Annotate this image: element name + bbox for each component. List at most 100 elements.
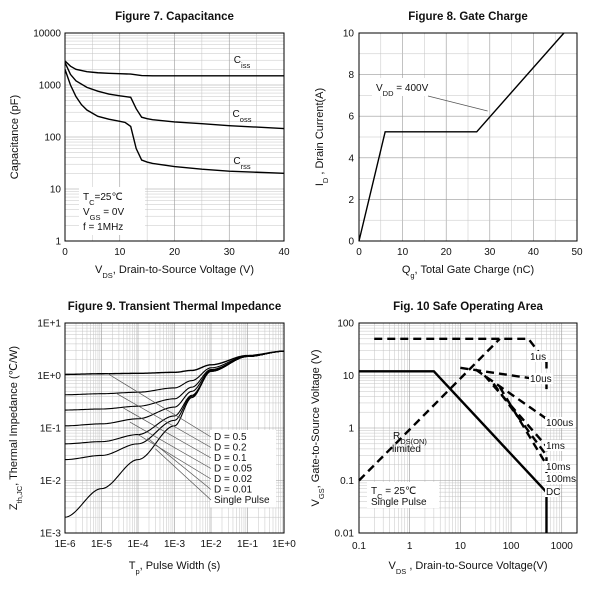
x-tick-label: 1E-4 <box>127 539 149 550</box>
x-axis-label-sub: DS <box>102 271 112 280</box>
y-axis-label: VGS, Gate-to-Source Voltage (V) <box>310 350 326 507</box>
plot-frame <box>358 32 578 242</box>
y-axis-label: Capacitance (pF) <box>9 95 21 179</box>
series-label-coss-main: C <box>233 109 240 120</box>
curve-label-bg <box>545 417 575 428</box>
x-tick-label: 0 <box>62 247 68 258</box>
x-axis-label-main: T <box>129 560 136 572</box>
condition-text: f = 1MHz <box>83 222 123 233</box>
curve-label-bg <box>529 351 548 362</box>
x-tick-label: 10 <box>114 247 126 258</box>
y-tick-label: 1 <box>55 237 61 248</box>
y-tick-label: 10 <box>343 29 355 40</box>
y-tick-label: 2 <box>348 195 354 206</box>
x-axis-label-rest: , Drain-to-Source Voltage(V) <box>406 560 547 572</box>
y-axis-label-rest: , Drain Current(A) <box>314 88 326 178</box>
curve-label-bg <box>545 440 564 451</box>
rdson-label-limited: limited <box>392 444 421 455</box>
y-tick-label: 0 <box>348 237 354 248</box>
condition-text-main: T <box>83 192 89 203</box>
condition-text-main: T <box>371 486 377 497</box>
condition-text-main: f = 1MHz <box>83 222 123 233</box>
series-label-crss: Crss <box>233 156 250 171</box>
x-axis-label-rest: , Drain-to-Source Voltage (V) <box>113 264 254 276</box>
curve-label-10ms: 10ms <box>546 462 570 473</box>
thermal-impedance-chart: Figure 9. Transient Thermal Impedance 1E-… <box>8 301 296 576</box>
y-tick-label: 4 <box>348 153 354 164</box>
legend-entry: D = 0.5 <box>214 432 247 443</box>
y-axis-label: Zth,JC, Thermal Impedance (℃/W) <box>8 346 24 510</box>
y-tick-label: 0.1 <box>340 476 354 487</box>
y-tick-label: 10 <box>50 185 62 196</box>
condition-text-rest: =25℃ <box>95 192 123 203</box>
series-label-ciss-main: C <box>234 55 241 66</box>
curve-label-1ms: 1ms <box>546 441 565 452</box>
series-label-coss: Coss <box>233 109 252 124</box>
x-tick-label: 1E-1 <box>237 539 259 550</box>
plot-frame <box>358 322 578 534</box>
y-tick-label: 1E+1 <box>37 319 61 330</box>
conditions-box <box>367 482 439 508</box>
capacitance-chart: Figure 7. Capacitance 0 10 20 30 40 1 10 100 1000… <box>9 11 290 280</box>
series-line-1us <box>374 337 548 370</box>
plot-frame <box>64 322 285 534</box>
legend-leader <box>129 421 212 469</box>
legend-entry: Single Pulse <box>214 495 270 506</box>
x-tick-label: 0 <box>356 247 362 258</box>
legend-entry: D = 0.05 <box>214 464 253 475</box>
y-axis-label-sub: th,JC <box>15 485 24 503</box>
condition-text: Single Pulse <box>371 497 427 508</box>
x-tick-label: 30 <box>224 247 236 258</box>
series-line-rds-on-limited <box>358 337 501 482</box>
series-line-d-0-5 <box>64 350 285 376</box>
x-tick-label: 100 <box>503 541 520 552</box>
chart-title: Figure 7. Capacitance <box>115 11 234 23</box>
legend-entry: D = 0.1 <box>214 453 247 464</box>
condition-text: TC=25℃ <box>83 192 123 207</box>
conditions-box <box>79 187 145 235</box>
series-label-ciss-sub: iss <box>241 61 250 70</box>
vdd-annotation-main: V <box>376 83 383 94</box>
chart-title: Figure 9. Transient Thermal Impedance <box>68 301 281 313</box>
curve-label-1us: 1us <box>530 352 546 363</box>
x-tick-label: 1E-2 <box>200 539 222 550</box>
curve-label-bg <box>529 373 554 384</box>
condition-text-rest: = 0V <box>101 207 125 218</box>
curve-label-100us: 100us <box>546 418 573 429</box>
x-tick-label: 1 <box>407 541 413 552</box>
x-tick-label: 1000 <box>551 541 574 552</box>
x-axis-label: VDS, Drain-to-Source Voltage (V) <box>95 264 254 280</box>
y-tick-label: 6 <box>348 112 354 123</box>
curve-label-dc: DC <box>546 487 560 498</box>
y-tick-label: 1E-3 <box>40 529 62 540</box>
series-line-d-0-2 <box>65 350 285 396</box>
vdd-annotation-rest: = 400V <box>394 83 429 94</box>
series-label-coss-sub: oss <box>240 115 252 124</box>
y-tick-label: 1E+0 <box>37 371 61 382</box>
y-axis-label-main: V <box>310 498 322 506</box>
y-axis-label-sub: GS <box>317 488 326 499</box>
y-axis-label-rest: , Gate-to-Source Voltage (V) <box>310 350 322 489</box>
series-line-10ms <box>492 382 548 465</box>
condition-text-main: Single Pulse <box>371 497 427 508</box>
x-tick-label: 1E+0 <box>272 539 296 550</box>
y-tick-label: 1E-1 <box>40 424 62 435</box>
y-tick-label: 100 <box>337 319 354 330</box>
series-line-coss <box>64 62 285 130</box>
legend-entry: D = 0.2 <box>214 443 247 454</box>
condition-text-rest: = 25℃ <box>383 486 417 497</box>
condition-text: TC = 25℃ <box>371 486 416 501</box>
chart-title: Figure 8. Gate Charge <box>408 11 528 23</box>
x-axis-label: Tp, Pulse Width (s) <box>129 560 221 576</box>
x-axis-label-main: V <box>95 264 103 276</box>
vdd-annotation-sub: DD <box>383 89 394 98</box>
x-tick-label: 40 <box>528 247 540 258</box>
series-line-dc <box>359 370 548 533</box>
curve-label-10us: 10us <box>530 374 552 385</box>
x-tick-label: 1E-5 <box>91 539 113 550</box>
series-label-crss-main: C <box>233 156 240 167</box>
x-axis-label-main: Q <box>402 264 411 276</box>
series-line-100ms <box>498 386 548 475</box>
legend-entry: D = 0.01 <box>214 485 253 496</box>
